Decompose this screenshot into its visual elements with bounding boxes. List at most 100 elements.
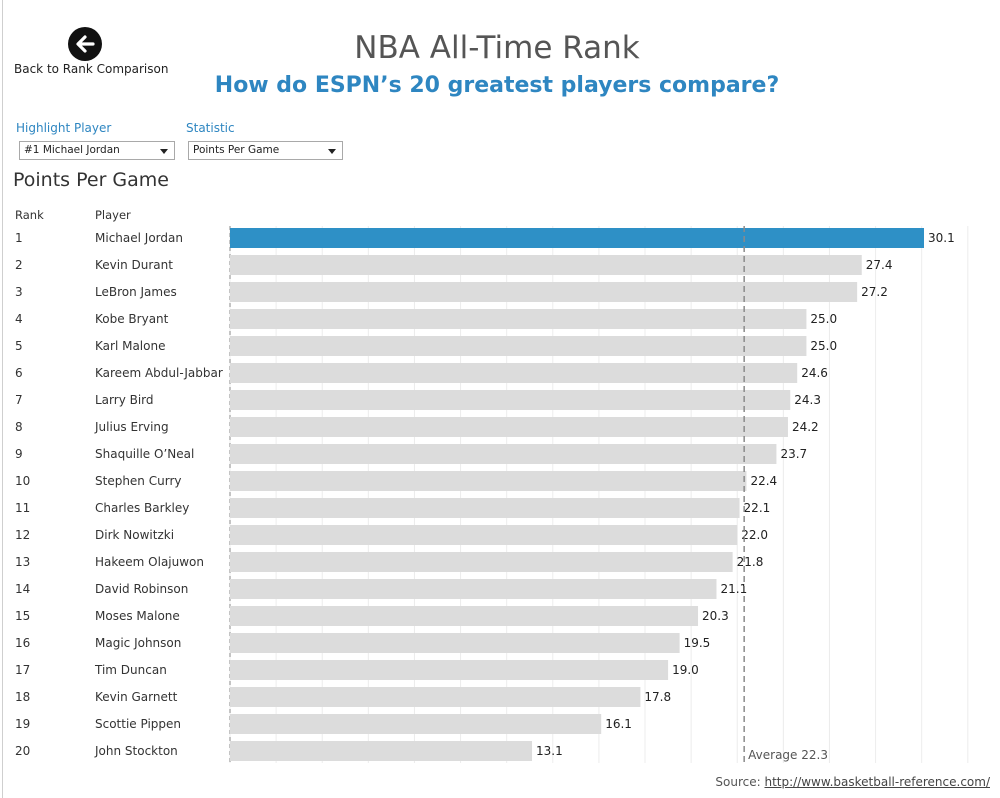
bar [230, 741, 533, 761]
rank-label: 5 [15, 339, 23, 353]
statistic-value: Points Per Game [193, 144, 280, 156]
bar [230, 660, 669, 680]
rank-label: 7 [15, 393, 23, 407]
rank-label: 15 [15, 609, 30, 623]
bar [230, 363, 798, 383]
statistic-dropdown[interactable]: Points Per Game [188, 141, 343, 160]
value-label: 16.1 [605, 717, 632, 731]
player-label: Charles Barkley [95, 501, 189, 515]
player-label: Dirk Nowitzki [95, 528, 174, 542]
bar [230, 714, 602, 734]
player-label: Larry Bird [95, 393, 154, 407]
source-note: Source: http://www.basketball-reference.… [715, 775, 990, 789]
bar [230, 579, 717, 599]
chevron-down-icon [328, 149, 336, 154]
value-label: 21.1 [720, 582, 747, 596]
value-label: 17.8 [644, 690, 671, 704]
bar [230, 633, 680, 653]
rank-label: 14 [15, 582, 30, 596]
bar [230, 687, 641, 707]
bar [230, 498, 740, 518]
rank-label: 20 [15, 744, 30, 758]
value-label: 24.6 [801, 366, 828, 380]
player-label: Michael Jordan [95, 231, 183, 245]
bar [230, 525, 738, 545]
chevron-down-icon [160, 149, 168, 154]
player-label: Kareem Abdul-Jabbar [95, 366, 223, 380]
arrow-left-icon [76, 35, 95, 53]
rank-label: 6 [15, 366, 23, 380]
rank-label: 3 [15, 285, 23, 299]
player-label: Karl Malone [95, 339, 165, 353]
source-link[interactable]: http://www.basketball-reference.com/ [764, 775, 990, 789]
value-label: 30.1 [928, 231, 955, 245]
rank-label: 9 [15, 447, 23, 461]
highlight-player-dropdown[interactable]: #1 Michael Jordan [19, 141, 175, 160]
value-label: 20.3 [702, 609, 729, 623]
rank-label: 4 [15, 312, 23, 326]
value-label: 23.7 [780, 447, 807, 461]
value-label: 25.0 [810, 312, 837, 326]
rank-label: 19 [15, 717, 30, 731]
rank-label: 16 [15, 636, 30, 650]
player-label: Stephen Curry [95, 474, 181, 488]
value-label: 22.0 [741, 528, 768, 542]
value-label: 13.1 [536, 744, 563, 758]
value-label: 27.4 [866, 258, 893, 272]
rank-label: 11 [15, 501, 30, 515]
value-label: 21.8 [737, 555, 764, 569]
back-label[interactable]: Back to Rank Comparison [14, 62, 169, 76]
player-label: LeBron James [95, 285, 177, 299]
bar [230, 390, 791, 410]
page-subtitle: How do ESPN’s 20 greatest players compar… [214, 73, 780, 98]
rank-label: 13 [15, 555, 30, 569]
value-label: 19.5 [684, 636, 711, 650]
bar [230, 417, 788, 437]
bar [230, 552, 733, 572]
source-label: Source: [715, 775, 761, 789]
chart-title: Points Per Game [13, 169, 169, 191]
value-label: 24.3 [794, 393, 821, 407]
bar [230, 471, 747, 491]
player-label: Moses Malone [95, 609, 180, 623]
rank-label: 12 [15, 528, 30, 542]
player-label: Kevin Garnett [95, 690, 178, 704]
highlight-player-label: Highlight Player [16, 121, 112, 135]
player-label: Tim Duncan [94, 663, 167, 677]
player-label: David Robinson [95, 582, 188, 596]
rank-label: 2 [15, 258, 23, 272]
page-left-border [2, 0, 3, 798]
back-button[interactable] [68, 27, 102, 61]
value-label: 22.1 [744, 501, 771, 515]
bar [230, 282, 858, 302]
bar [230, 309, 807, 329]
rank-label: 1 [15, 231, 23, 245]
rank-label: 17 [15, 663, 30, 677]
value-label: 22.4 [750, 474, 777, 488]
rank-column-header: Rank [15, 208, 44, 222]
rank-label: 18 [15, 690, 30, 704]
highlight-player-value: #1 Michael Jordan [24, 144, 120, 156]
player-label: John Stockton [94, 744, 178, 758]
player-label: Magic Johnson [95, 636, 181, 650]
value-label: 25.0 [810, 339, 837, 353]
player-label: Julius Erving [94, 420, 169, 434]
value-label: 19.0 [672, 663, 699, 677]
bar [230, 336, 807, 356]
value-label: 24.2 [792, 420, 819, 434]
average-label: Average 22.3 [748, 748, 828, 762]
bar [230, 606, 699, 626]
bar [230, 255, 862, 275]
highlighted-bar [230, 228, 924, 248]
rank-label: 8 [15, 420, 23, 434]
player-label: Hakeem Olajuwon [95, 555, 204, 569]
value-label: 27.2 [861, 285, 888, 299]
page-title: NBA All-Time Rank [354, 30, 640, 66]
statistic-label: Statistic [186, 121, 235, 135]
player-label: Shaquille O’Neal [95, 447, 194, 461]
player-column-header: Player [95, 208, 131, 222]
player-label: Scottie Pippen [95, 717, 181, 731]
player-label: Kobe Bryant [95, 312, 169, 326]
player-label: Kevin Durant [95, 258, 173, 272]
